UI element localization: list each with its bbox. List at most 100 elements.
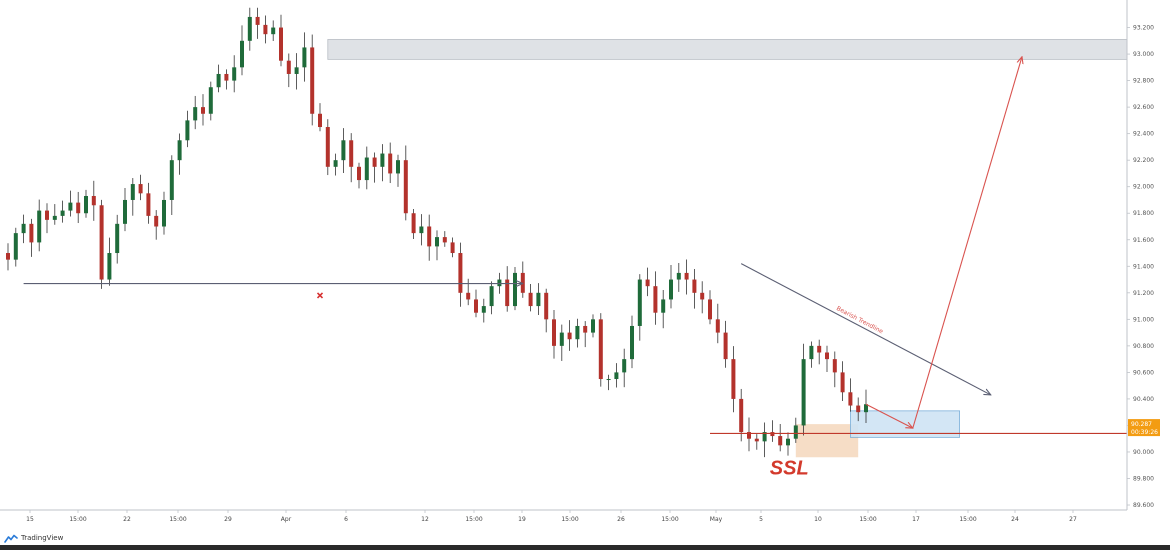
candle	[856, 397, 861, 422]
price-tick: 92.600	[1127, 104, 1154, 111]
candle	[294, 53, 299, 90]
candle-body	[107, 253, 112, 280]
candle	[676, 262, 681, 292]
time-tick-label: 10	[814, 516, 822, 523]
candle	[575, 318, 580, 348]
candle-body	[357, 166, 361, 181]
candle	[185, 110, 190, 148]
candle	[481, 298, 486, 323]
candle-body	[747, 432, 751, 439]
time-tick-label: 6	[344, 516, 348, 523]
time-tick: May	[710, 510, 723, 523]
candle	[60, 200, 65, 223]
candle-body	[185, 120, 190, 141]
candle	[286, 53, 291, 88]
cross-marker	[316, 292, 324, 299]
current-price-value: 90.287	[1131, 421, 1152, 428]
candle	[684, 259, 689, 295]
candle-body	[240, 40, 244, 68]
time-tick-label: 15:00	[859, 516, 876, 523]
candle	[840, 361, 845, 401]
candle-body	[388, 153, 393, 174]
candle-body	[193, 107, 198, 121]
candle-body	[29, 223, 34, 243]
candle-body	[130, 184, 135, 200]
candle-body	[778, 436, 783, 446]
candle	[817, 339, 822, 365]
time-tick: 15:00	[169, 510, 187, 523]
candle-body	[286, 60, 291, 74]
candle-body	[154, 215, 159, 227]
candle	[13, 227, 18, 267]
candle	[864, 389, 868, 423]
candle	[341, 128, 346, 173]
candle-body	[669, 279, 673, 300]
price-axis[interactable]: 93.200 93.000 92.800 92.600 92.400 92.200 92.0…	[1127, 25, 1160, 509]
candle-body	[505, 279, 510, 307]
candle-body	[591, 319, 595, 333]
time-tick: 22	[123, 510, 131, 523]
time-axis[interactable]: 15 15:00 22 15:00 29 Apr 6 12 15:00 19 15:00 26 15:0…	[26, 510, 1077, 523]
candle	[403, 145, 408, 221]
time-tick: 6	[344, 510, 348, 523]
time-tick-label: 22	[123, 516, 131, 523]
candle-body	[583, 325, 588, 333]
candle-body	[770, 432, 775, 437]
candle-body	[801, 359, 806, 426]
candle	[396, 154, 400, 187]
candle-body	[528, 292, 533, 307]
candle	[544, 288, 549, 333]
candle-body	[513, 272, 517, 307]
candle	[825, 345, 829, 372]
candle	[91, 180, 96, 221]
candle-body	[138, 184, 143, 194]
candle-body	[762, 432, 767, 442]
candle-body	[169, 160, 174, 200]
price-tick: 91.200	[1127, 290, 1154, 297]
time-tick-label: 15:00	[169, 516, 186, 523]
candle	[598, 313, 603, 387]
candle	[708, 290, 712, 325]
candle	[84, 189, 88, 218]
candle	[325, 119, 330, 176]
candle-body	[349, 140, 354, 167]
time-tick: 26	[617, 510, 625, 523]
candle	[263, 15, 268, 44]
candle	[778, 423, 783, 452]
candle	[747, 417, 751, 452]
candle	[411, 208, 416, 239]
candle	[614, 363, 619, 388]
candle	[380, 144, 385, 182]
candle	[552, 309, 556, 359]
candle-body	[232, 67, 237, 81]
price-tick-label: 91.000	[1133, 316, 1154, 323]
current-price-badge-bg	[1128, 419, 1160, 437]
tradingview-brand[interactable]: TradingView	[4, 532, 63, 544]
candle	[669, 264, 673, 309]
candle	[474, 289, 478, 318]
candle	[99, 199, 104, 289]
candle-body	[497, 279, 502, 287]
candle	[505, 266, 510, 312]
price-tick: 93.200	[1127, 25, 1154, 32]
candle-body	[403, 160, 408, 214]
candle	[630, 315, 634, 369]
candle	[450, 237, 455, 258]
ssl-label: SSL	[770, 457, 809, 479]
time-tick: 19	[518, 510, 526, 523]
candle-body	[372, 157, 377, 167]
candle	[528, 284, 533, 312]
candle	[107, 237, 112, 286]
price-tick-label: 89.800	[1133, 475, 1154, 482]
candle	[349, 133, 354, 183]
price-tick-label: 89.600	[1133, 502, 1154, 509]
candle-body	[302, 47, 307, 68]
time-tick: 15:00	[465, 510, 483, 523]
candle-body	[630, 325, 634, 360]
candle-body	[832, 359, 837, 373]
price-tick: 90.400	[1127, 396, 1154, 403]
candle	[762, 422, 767, 458]
supply-zone	[327, 39, 1128, 60]
candle	[21, 214, 26, 244]
